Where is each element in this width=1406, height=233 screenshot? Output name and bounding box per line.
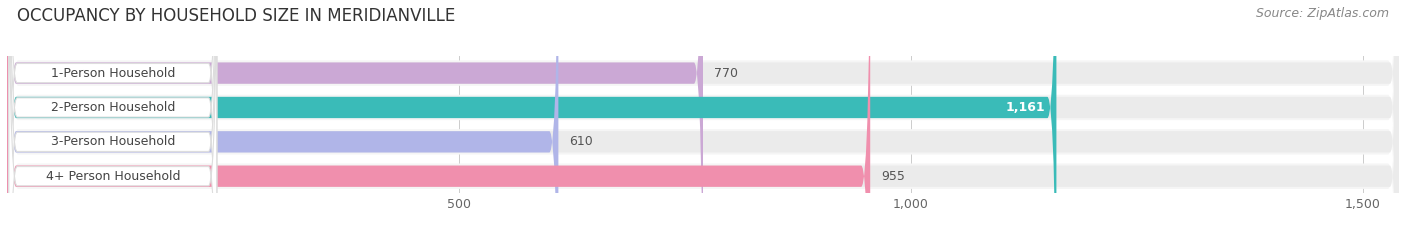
Text: 955: 955	[882, 170, 905, 183]
FancyBboxPatch shape	[8, 0, 217, 233]
Text: 2-Person Household: 2-Person Household	[51, 101, 174, 114]
FancyBboxPatch shape	[8, 0, 217, 233]
Text: 4+ Person Household: 4+ Person Household	[45, 170, 180, 183]
Text: OCCUPANCY BY HOUSEHOLD SIZE IN MERIDIANVILLE: OCCUPANCY BY HOUSEHOLD SIZE IN MERIDIANV…	[17, 7, 456, 25]
Text: Source: ZipAtlas.com: Source: ZipAtlas.com	[1256, 7, 1389, 20]
FancyBboxPatch shape	[7, 0, 703, 233]
FancyBboxPatch shape	[7, 0, 1399, 233]
FancyBboxPatch shape	[7, 0, 1399, 233]
Text: 610: 610	[569, 135, 593, 148]
FancyBboxPatch shape	[7, 0, 1399, 233]
FancyBboxPatch shape	[7, 0, 1056, 233]
FancyBboxPatch shape	[7, 0, 1399, 233]
FancyBboxPatch shape	[7, 0, 1399, 233]
FancyBboxPatch shape	[7, 0, 1399, 233]
FancyBboxPatch shape	[7, 0, 558, 233]
Text: 1,161: 1,161	[1005, 101, 1046, 114]
FancyBboxPatch shape	[7, 0, 870, 233]
Text: 1-Person Household: 1-Person Household	[51, 67, 174, 80]
Text: 3-Person Household: 3-Person Household	[51, 135, 174, 148]
Text: 770: 770	[714, 67, 738, 80]
FancyBboxPatch shape	[8, 0, 217, 233]
FancyBboxPatch shape	[7, 0, 1399, 233]
FancyBboxPatch shape	[7, 0, 1399, 233]
FancyBboxPatch shape	[8, 0, 217, 233]
